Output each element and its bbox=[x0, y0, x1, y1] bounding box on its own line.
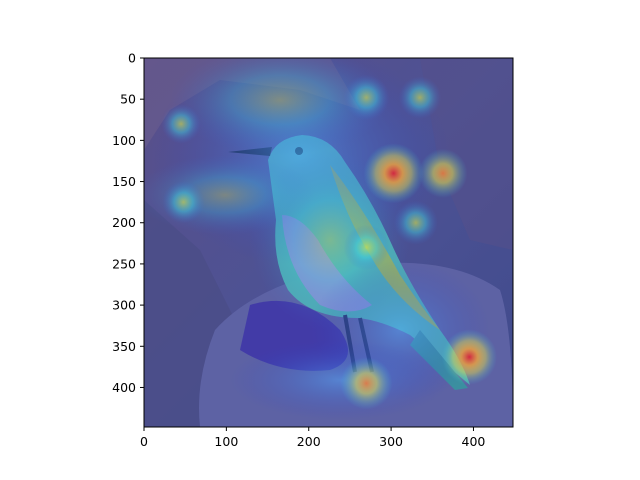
y-tick-label: 250 bbox=[112, 256, 136, 271]
y-tick-label: 0 bbox=[128, 51, 136, 66]
heatmap-hotspot bbox=[343, 224, 390, 271]
heatmap-hotspot bbox=[393, 200, 438, 245]
heatmap-hotspot bbox=[161, 104, 201, 144]
x-tick-label: 0 bbox=[140, 434, 148, 449]
x-tick-label: 300 bbox=[379, 434, 403, 449]
y-tick-label: 200 bbox=[112, 215, 136, 230]
heatmap-hotspot bbox=[340, 357, 393, 410]
heatmap-hotspot bbox=[398, 76, 442, 119]
heatmap-image bbox=[144, 58, 513, 427]
y-tick-label: 50 bbox=[120, 92, 136, 107]
y-tick-label: 300 bbox=[112, 298, 136, 313]
axes-frame bbox=[143, 57, 514, 428]
heatmap-hotspot bbox=[363, 143, 424, 204]
heatmap-hotspot bbox=[162, 180, 205, 224]
y-tick-label: 400 bbox=[112, 380, 136, 395]
y-tick-label: 100 bbox=[112, 133, 136, 148]
x-tick-label: 400 bbox=[462, 434, 486, 449]
heatmap-hotspots bbox=[161, 74, 497, 410]
x-tick-label: 100 bbox=[214, 434, 238, 449]
heatmap-hotspot bbox=[418, 148, 468, 198]
x-tick-label: 200 bbox=[297, 434, 321, 449]
y-tick-label: 350 bbox=[112, 339, 136, 354]
heatmap-hotspot bbox=[343, 74, 390, 121]
heatmap-hotspot bbox=[441, 329, 497, 385]
x-axis: 0 100 200 300 400 bbox=[140, 427, 485, 449]
y-tick-label: 150 bbox=[112, 174, 136, 189]
y-axis: 0 50 100 150 200 250 300 350 400 bbox=[112, 51, 144, 395]
